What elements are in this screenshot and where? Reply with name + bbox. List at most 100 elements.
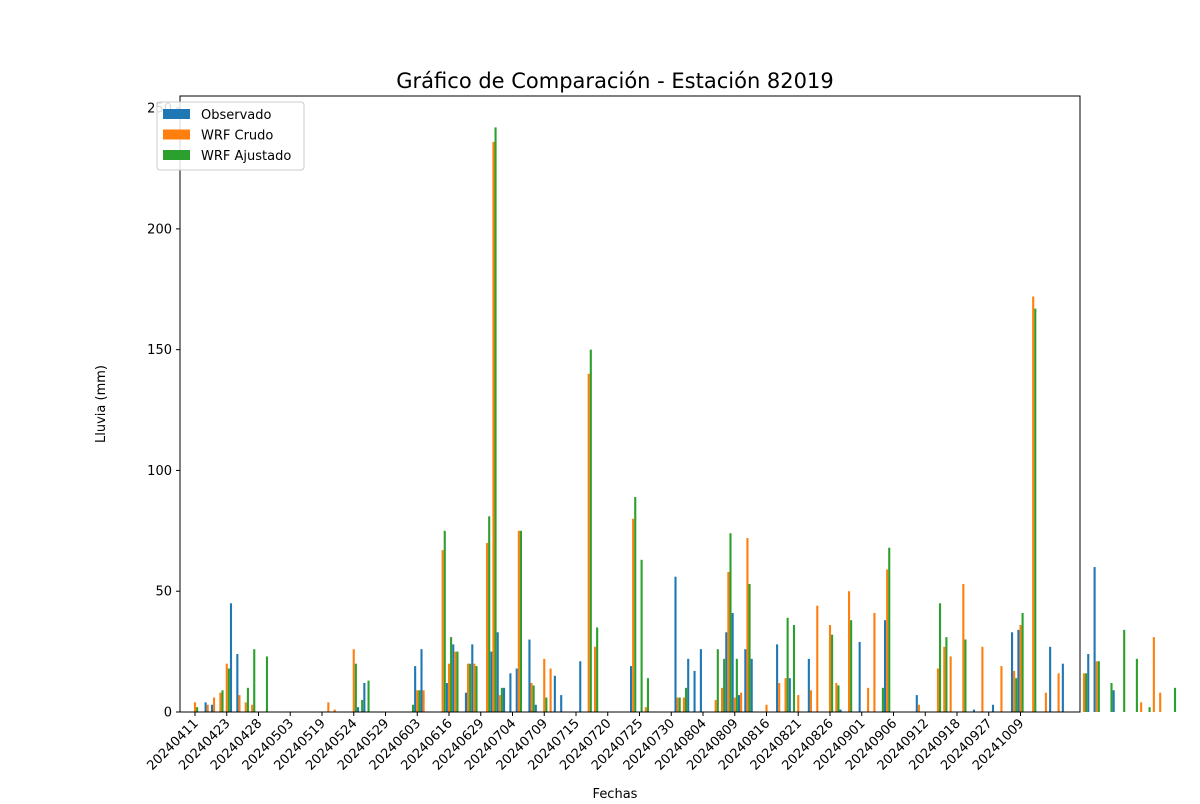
- bar-wrf-crudo: [917, 704, 920, 712]
- bar-observado: [528, 639, 531, 712]
- bar-wrf-crudo: [1140, 702, 1143, 712]
- bar-wrf-crudo: [1013, 670, 1016, 712]
- bar-wrf-ajustado: [881, 687, 884, 712]
- bar-wrf-crudo: [416, 690, 419, 712]
- bar-wrf-crudo: [784, 678, 787, 712]
- bar-wrf-crudo: [943, 646, 946, 712]
- bar-wrf-crudo: [422, 690, 425, 712]
- bar-wrf-ajustado: [837, 685, 840, 712]
- bar-wrf-ajustado: [748, 583, 751, 712]
- legend-label: Observado: [201, 108, 272, 123]
- bar-wrf-crudo: [543, 658, 546, 712]
- bar-wrf-ajustado: [723, 658, 726, 712]
- y-tick-label: 150: [147, 343, 172, 358]
- legend-swatch: [163, 150, 190, 160]
- bar-observado: [509, 673, 512, 712]
- bar-wrf-crudo: [721, 687, 724, 712]
- bar-wrf-crudo: [1000, 666, 1003, 712]
- bar-observado: [229, 603, 233, 712]
- bar-wrf-ajustado: [685, 687, 688, 712]
- bar-observado: [534, 704, 537, 712]
- y-tick-label: 100: [147, 464, 172, 479]
- bar-wrf-ajustado: [469, 663, 472, 712]
- bar-wrf-crudo: [765, 704, 768, 712]
- bar-wrf-crudo: [244, 702, 247, 712]
- bar-wrf-crudo: [238, 695, 241, 712]
- bar-wrf-ajustado: [367, 680, 370, 712]
- bar-wrf-crudo: [333, 709, 336, 712]
- bar-observado: [972, 709, 975, 712]
- bar-wrf-crudo: [727, 571, 730, 712]
- bar-observado: [915, 695, 918, 712]
- bar-observado: [788, 678, 791, 712]
- bar-observado: [737, 695, 741, 712]
- bar-wrf-crudo: [327, 702, 330, 712]
- bar-observado: [471, 644, 474, 712]
- bar-wrf-ajustado: [500, 687, 503, 712]
- bar-observado: [445, 683, 448, 712]
- bar-wrf-crudo: [981, 646, 984, 712]
- bar-observado: [776, 644, 779, 712]
- bar-wrf-ajustado: [221, 690, 224, 712]
- bar-observado: [515, 668, 518, 712]
- bar-wrf-ajustado: [246, 687, 249, 712]
- bar-wrf-crudo: [873, 612, 876, 712]
- bar-observado: [1061, 663, 1064, 712]
- x-axis-label: Fechas: [593, 787, 638, 800]
- plot-frame: [179, 95, 1081, 713]
- bar-wrf-ajustado: [1110, 683, 1113, 712]
- bar-wrf-crudo: [676, 697, 679, 712]
- bar-observado: [496, 632, 499, 712]
- legend: Observado WRF Crudo WRF Ajustado: [156, 101, 305, 171]
- bar-observado: [420, 649, 423, 712]
- bar-wrf-ajustado: [411, 704, 415, 712]
- bar-wrf-crudo: [530, 683, 533, 712]
- bar-wrf-crudo: [441, 550, 444, 712]
- legend-swatch: [163, 109, 190, 119]
- bar-wrf-crudo: [219, 692, 222, 712]
- legend-label: WRF Crudo: [201, 129, 273, 144]
- bar-wrf-crudo: [193, 702, 197, 712]
- bar-wrf-crudo: [447, 663, 451, 712]
- bar-wrf-ajustado: [450, 637, 453, 712]
- bar-wrf-ajustado: [443, 530, 446, 712]
- bar-wrf-ajustado: [1148, 707, 1151, 712]
- bar-observado: [560, 695, 563, 712]
- bar-wrf-ajustado: [488, 516, 491, 712]
- bar-wrf-crudo: [251, 704, 254, 712]
- bar-wrf-crudo: [1095, 661, 1098, 712]
- bar-wrf-crudo: [213, 697, 216, 712]
- bar-wrf-ajustado: [227, 668, 230, 712]
- bar-observado: [464, 692, 467, 712]
- bar-wrf-ajustado: [640, 559, 643, 712]
- bar-wrf-ajustado: [888, 547, 891, 712]
- bars-layer: [193, 127, 1177, 712]
- y-tick-label: 200: [147, 222, 172, 237]
- bar-wrf-crudo: [1152, 637, 1155, 712]
- bar-wrf-crudo: [549, 668, 552, 712]
- bar-wrf-ajustado: [1021, 612, 1024, 712]
- y-tick-label: 0: [164, 706, 172, 721]
- y-tick-label: 50: [155, 585, 172, 600]
- bar-wrf-ajustado: [265, 656, 268, 712]
- bar-wrf-crudo: [809, 690, 812, 712]
- bar-wrf-crudo: [1057, 673, 1060, 712]
- bar-observado: [858, 641, 861, 712]
- bar-wrf-ajustado: [354, 663, 357, 712]
- bar-wrf-crudo: [682, 697, 685, 712]
- bar-wrf-crudo: [492, 141, 495, 712]
- bar-wrf-crudo: [1082, 673, 1086, 712]
- bar-wrf-ajustado: [196, 707, 199, 712]
- bar-wrf-ajustado: [634, 497, 637, 712]
- bar-wrf-crudo: [517, 530, 520, 712]
- bar-wrf-crudo: [473, 663, 476, 712]
- bar-wrf-ajustado: [1173, 687, 1177, 712]
- bar-observado: [1011, 632, 1014, 712]
- bar-wrf-crudo: [1019, 625, 1022, 712]
- bar-wrf-crudo: [797, 695, 800, 712]
- bar-wrf-crudo: [1159, 692, 1162, 712]
- bar-observado: [490, 651, 493, 712]
- bar-observado: [452, 644, 455, 712]
